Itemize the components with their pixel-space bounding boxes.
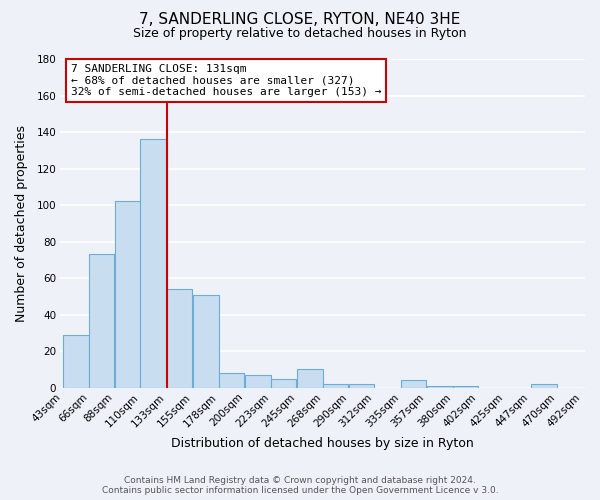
Bar bbox=[297, 370, 323, 388]
Bar bbox=[427, 386, 452, 388]
Text: 7, SANDERLING CLOSE, RYTON, NE40 3HE: 7, SANDERLING CLOSE, RYTON, NE40 3HE bbox=[139, 12, 461, 28]
Bar bbox=[271, 378, 296, 388]
Y-axis label: Number of detached properties: Number of detached properties bbox=[15, 125, 28, 322]
Bar bbox=[323, 384, 349, 388]
Text: Size of property relative to detached houses in Ryton: Size of property relative to detached ho… bbox=[133, 28, 467, 40]
Bar bbox=[219, 373, 244, 388]
Bar bbox=[401, 380, 426, 388]
Bar bbox=[115, 202, 140, 388]
Bar bbox=[245, 375, 271, 388]
X-axis label: Distribution of detached houses by size in Ryton: Distribution of detached houses by size … bbox=[171, 437, 474, 450]
Bar bbox=[193, 294, 218, 388]
Bar bbox=[140, 140, 167, 388]
Bar bbox=[531, 384, 557, 388]
Bar bbox=[89, 254, 115, 388]
Bar bbox=[63, 334, 89, 388]
Text: Contains HM Land Registry data © Crown copyright and database right 2024.
Contai: Contains HM Land Registry data © Crown c… bbox=[101, 476, 499, 495]
Bar bbox=[453, 386, 478, 388]
Bar bbox=[349, 384, 374, 388]
Text: 7 SANDERLING CLOSE: 131sqm
← 68% of detached houses are smaller (327)
32% of sem: 7 SANDERLING CLOSE: 131sqm ← 68% of deta… bbox=[71, 64, 381, 97]
Bar bbox=[167, 289, 192, 388]
